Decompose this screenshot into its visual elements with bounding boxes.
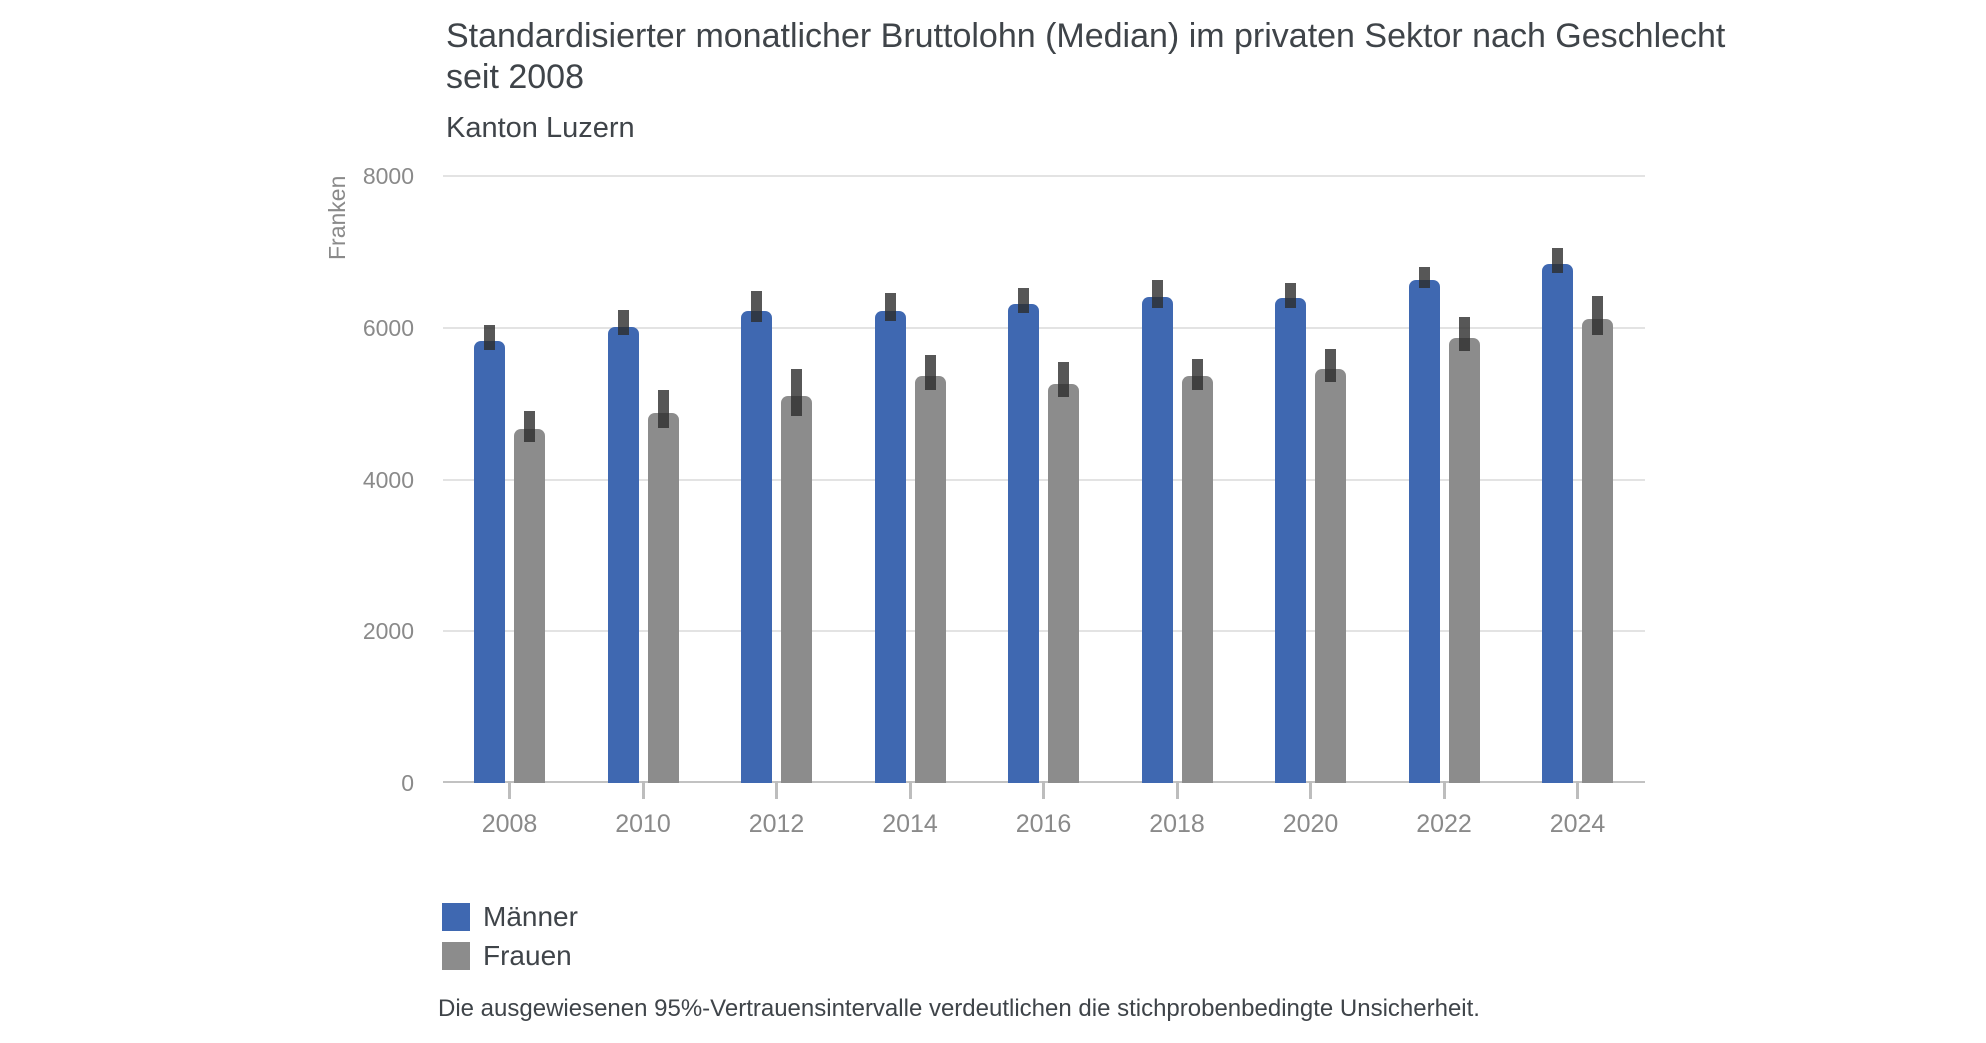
x-tick-2016 (1042, 781, 1045, 799)
x-tick-2014 (908, 781, 912, 799)
gridline-6000 (443, 326, 1645, 329)
error-bar-frauen-2008 (524, 411, 535, 443)
x-tick-2010 (641, 781, 645, 799)
x-tick-label-2010: 2010 (615, 810, 671, 838)
y-tick-label-6000: 6000 (362, 314, 414, 341)
x-tick-2020 (1309, 781, 1312, 799)
legend-label-frauen: Frauen (483, 940, 572, 971)
legend-item-maenner[interactable]: Männer (442, 903, 578, 931)
x-tick-label-2022: 2022 (1416, 810, 1472, 838)
error-bar-frauen-2014 (924, 355, 936, 390)
bar-maenner-2018[interactable] (1141, 297, 1173, 783)
x-tick-label-2024: 2024 (1549, 810, 1606, 838)
error-bar-maenner-2012 (751, 290, 762, 323)
frauen-swatch (442, 942, 470, 970)
x-tick-2008 (508, 781, 511, 799)
x-tick-label-2014: 2014 (882, 810, 938, 838)
bar-maenner-2016[interactable] (1008, 304, 1039, 783)
bar-frauen-2014[interactable] (914, 376, 946, 783)
y-tick-label-4000: 4000 (362, 466, 414, 493)
x-tick-2022 (1442, 781, 1446, 799)
x-tick-label-2008: 2008 (481, 810, 538, 838)
error-bar-maenner-2020 (1285, 282, 1296, 308)
bar-maenner-2024[interactable] (1542, 264, 1573, 783)
bar-frauen-2012[interactable] (781, 396, 812, 783)
bar-frauen-2008[interactable] (514, 429, 545, 783)
bar-maenner-2020[interactable] (1275, 298, 1306, 783)
gridline-4000 (443, 478, 1645, 481)
bar-maenner-2014[interactable] (874, 311, 906, 783)
bar-frauen-2010[interactable] (647, 412, 679, 783)
bar-frauen-2016[interactable] (1048, 383, 1079, 783)
x-tick-2018 (1175, 781, 1179, 799)
error-bar-maenner-2010 (617, 309, 629, 335)
legend-label-maenner: Männer (483, 901, 578, 932)
error-bar-frauen-2016 (1058, 361, 1069, 397)
x-tick-2024 (1576, 781, 1579, 799)
error-bar-frauen-2010 (657, 389, 669, 428)
bar-maenner-2008[interactable] (474, 340, 505, 783)
plot-area: 2008 2010 2012 2014 2016 2018 2020 2022 2024 (443, 175, 1645, 838)
bar-maenner-2010[interactable] (607, 326, 639, 783)
error-bar-frauen-2018 (1191, 358, 1203, 390)
x-tick-label-2016: 2016 (1015, 810, 1072, 838)
error-bar-frauen-2020 (1325, 348, 1336, 383)
gridline-8000 (443, 175, 1645, 177)
error-bar-maenner-2018 (1151, 279, 1163, 308)
legend-item-frauen[interactable]: Frauen (442, 942, 578, 970)
maenner-swatch (442, 903, 470, 931)
x-tick-2012 (775, 781, 778, 799)
y-tick-label-8000: 8000 (362, 163, 414, 189)
bar-maenner-2022[interactable] (1408, 279, 1440, 783)
footnote: Die ausgewiesenen 95%-Vertrauensinterval… (438, 995, 1480, 1022)
bar-frauen-2022[interactable] (1448, 337, 1480, 783)
error-bar-maenner-2016 (1018, 287, 1029, 313)
bar-frauen-2018[interactable] (1181, 376, 1213, 783)
legend: Männer Frauen (442, 903, 578, 981)
bar-frauen-2020[interactable] (1315, 369, 1346, 783)
error-bar-frauen-2024 (1592, 295, 1603, 336)
chart-subtitle: Kanton Luzern (446, 112, 635, 144)
bar-maenner-2012[interactable] (741, 311, 772, 783)
error-bar-maenner-2024 (1552, 248, 1563, 274)
y-tick-label-0: 0 (401, 770, 414, 796)
error-bar-maenner-2014 (884, 292, 896, 321)
gridline-2000 (443, 630, 1645, 633)
error-bar-frauen-2012 (791, 368, 802, 416)
x-tick-label-2018: 2018 (1149, 810, 1205, 838)
error-bar-maenner-2022 (1418, 267, 1430, 288)
bar-frauen-2024[interactable] (1582, 319, 1613, 783)
chart-title: Standardisierter monatlicher Bruttolohn … (446, 17, 1726, 96)
y-tick-label-2000: 2000 (362, 618, 414, 645)
error-bar-maenner-2008 (484, 325, 495, 350)
x-tick-label-2012: 2012 (748, 810, 805, 838)
x-tick-label-2020: 2020 (1282, 810, 1339, 838)
error-bar-frauen-2022 (1458, 317, 1470, 351)
